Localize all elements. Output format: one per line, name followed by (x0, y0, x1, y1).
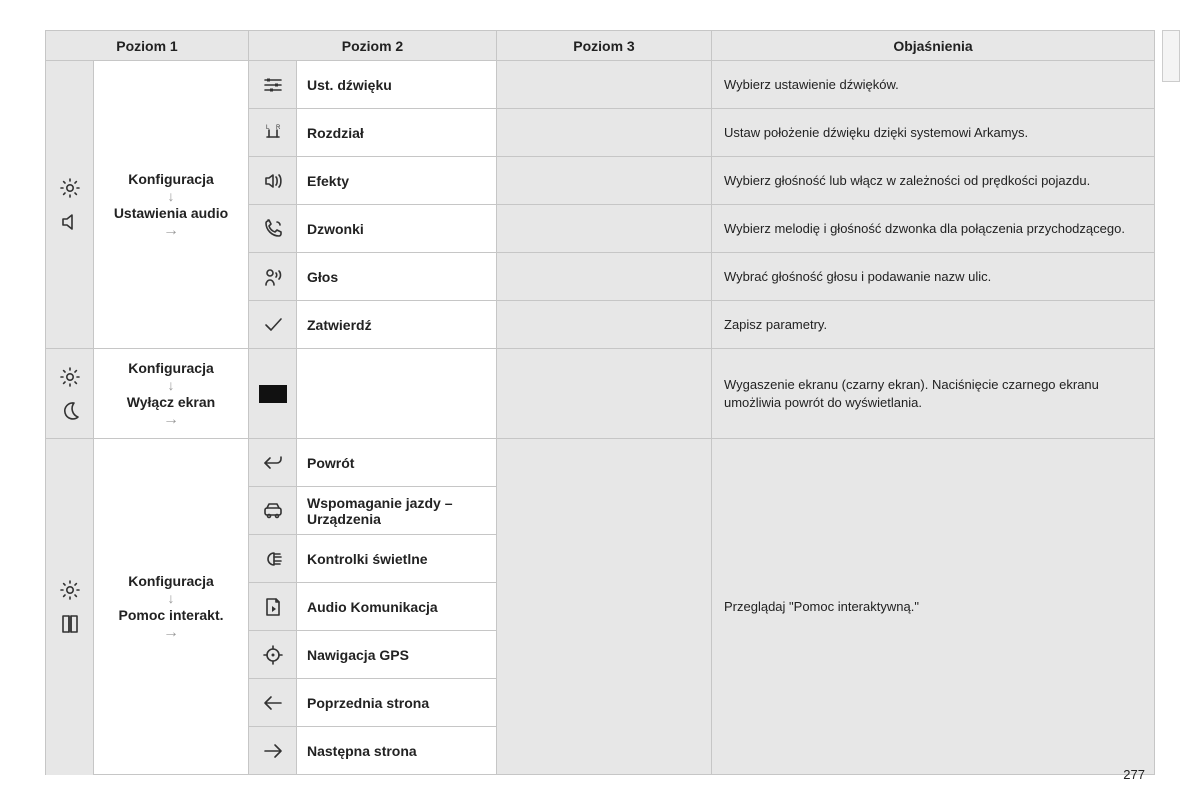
l2-label: Efekty (297, 157, 497, 205)
l1-title2: Ustawienia audio (114, 205, 228, 221)
l1-icon-cell (46, 61, 94, 349)
black-rect-icon (249, 385, 296, 403)
l2-icon-cell: LR (249, 109, 297, 157)
header-p3: Poziom 3 (497, 31, 712, 61)
l2-label: Dzwonki (297, 205, 497, 253)
l1-title2: Wyłącz ekran (127, 394, 215, 410)
gear-icon (46, 176, 93, 200)
l2-label: Audio Komunikacja (297, 583, 497, 631)
l2-icon-cell (249, 679, 297, 727)
l2-icon-cell (249, 349, 297, 439)
l1-title2: Pomoc interakt. (118, 607, 223, 623)
l1-label-cell: Konfiguracja ↓ Ustawienia audio → (94, 61, 249, 349)
l2-icon-cell (249, 301, 297, 349)
obj-cell: Przeglądaj "Pomoc interaktywną." (712, 439, 1155, 775)
speaker-icon (46, 210, 93, 234)
voice-icon (249, 265, 296, 289)
sliders-icon (249, 73, 296, 97)
l3-cell (497, 253, 712, 301)
moon-icon (46, 399, 93, 423)
arrow-right-icon: → (100, 625, 242, 641)
balance-icon: LR (249, 121, 296, 145)
l2-label: Głos (297, 253, 497, 301)
gear-icon (46, 578, 93, 602)
l2-label: Kontrolki świetlne (297, 535, 497, 583)
l2-icon-cell (249, 583, 297, 631)
l2-label: Rozdział (297, 109, 497, 157)
obj-cell: Wybierz ustawienie dźwięków. (712, 61, 1155, 109)
arrow-r-icon (249, 739, 296, 763)
l3-cell (497, 157, 712, 205)
obj-cell: Wygaszenie ekranu (czarny ekran). Naciśn… (712, 349, 1155, 439)
car-icon (249, 499, 296, 523)
header-obj: Objaśnienia (712, 31, 1155, 61)
gps-icon (249, 643, 296, 667)
l1-label-cell: Konfiguracja ↓ Wyłącz ekran → (94, 349, 249, 439)
l3-cell (497, 349, 712, 439)
table-row: Konfiguracja ↓ Ustawienia audio → Ust. d… (46, 61, 1155, 109)
light-icon (249, 547, 296, 571)
l2-label: Zatwierdź (297, 301, 497, 349)
l2-icon-cell (249, 727, 297, 775)
l3-cell (497, 301, 712, 349)
l2-label (297, 349, 497, 439)
l2-icon-cell (249, 157, 297, 205)
obj-cell: Zapisz parametry. (712, 301, 1155, 349)
header-p1: Poziom 1 (46, 31, 249, 61)
l2-label: Następna strona (297, 727, 497, 775)
sp-wave-icon (249, 169, 296, 193)
l3-cell (497, 439, 712, 775)
l2-label: Powrót (297, 439, 497, 487)
l3-cell (497, 61, 712, 109)
side-tab (1162, 30, 1180, 82)
table-row: Konfiguracja ↓ Wyłącz ekran → Wygaszenie… (46, 349, 1155, 439)
header-row: Poziom 1 Poziom 2 Poziom 3 Objaśnienia (46, 31, 1155, 61)
l2-label: Poprzednia strona (297, 679, 497, 727)
l2-icon-cell (249, 439, 297, 487)
l2-label: Ust. dźwięku (297, 61, 497, 109)
obj-cell: Wybrać głośność głosu i podawanie nazw u… (712, 253, 1155, 301)
l2-icon-cell (249, 535, 297, 583)
l1-icon-cell (46, 349, 94, 439)
arrow-l-icon (249, 691, 296, 715)
audio-book-icon (249, 595, 296, 619)
table-row: Konfiguracja ↓ Pomoc interakt. → PowrótP… (46, 439, 1155, 487)
check-icon (249, 313, 296, 337)
l1-title1: Konfiguracja (128, 573, 214, 589)
l1-icon-cell (46, 439, 94, 775)
l1-label-cell: Konfiguracja ↓ Pomoc interakt. → (94, 439, 249, 775)
l1-title1: Konfiguracja (128, 171, 214, 187)
arrow-down-icon: ↓ (100, 591, 242, 605)
arrow-down-icon: ↓ (100, 378, 242, 392)
l3-cell (497, 109, 712, 157)
arrow-right-icon: → (100, 223, 242, 239)
header-p2: Poziom 2 (249, 31, 497, 61)
book-icon (46, 612, 93, 636)
l2-icon-cell (249, 253, 297, 301)
return-icon (249, 451, 296, 475)
phone-icon (249, 217, 296, 241)
arrow-down-icon: ↓ (100, 189, 242, 203)
l2-icon-cell (249, 487, 297, 535)
l1-title1: Konfiguracja (128, 360, 214, 376)
obj-cell: Wybierz melodię i głośność dzwonka dla p… (712, 205, 1155, 253)
l2-label: Wspomaganie jazdy – Urządzenia (297, 487, 497, 535)
svg-text:R: R (276, 125, 281, 131)
l3-cell (497, 205, 712, 253)
menu-table: Poziom 1 Poziom 2 Poziom 3 Objaśnienia K… (45, 30, 1155, 775)
l2-icon-cell (249, 205, 297, 253)
arrow-right-icon: → (100, 412, 242, 428)
l2-icon-cell (249, 61, 297, 109)
obj-cell: Ustaw położenie dźwięku dzięki systemowi… (712, 109, 1155, 157)
l2-label: Nawigacja GPS (297, 631, 497, 679)
l2-icon-cell (249, 631, 297, 679)
obj-cell: Wybierz głośność lub włącz w zależności … (712, 157, 1155, 205)
gear-icon (46, 365, 93, 389)
page-number: 277 (1123, 767, 1145, 782)
